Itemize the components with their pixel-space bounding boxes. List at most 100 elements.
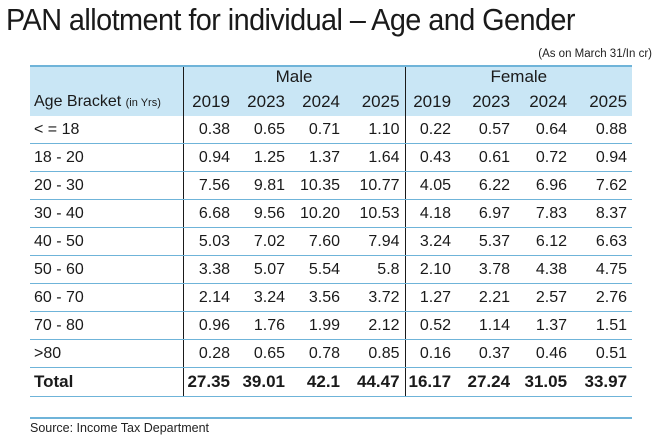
male-value-cell: 10.53 — [345, 199, 406, 228]
female-value-cell: 2.21 — [456, 283, 516, 312]
female-value-cell: 6.97 — [456, 199, 516, 228]
group-header-female: Female — [404, 66, 633, 88]
female-value-cell: 6.96 — [515, 171, 573, 200]
female-value-cell: 0.61 — [456, 143, 516, 172]
male-total-cell: 27.35 — [182, 367, 235, 397]
male-value-cell: 0.96 — [182, 311, 235, 340]
male-value-cell: 1.76 — [235, 311, 290, 340]
male-value-cell: 0.85 — [345, 339, 406, 368]
female-value-cell: 6.12 — [515, 227, 573, 256]
female-value-cell: 6.22 — [456, 171, 516, 200]
male-value-cell: 0.38 — [182, 116, 235, 144]
male-total-cell: 44.47 — [345, 367, 406, 397]
male-value-cell: 2.14 — [182, 283, 235, 312]
female-value-cell: 0.52 — [404, 311, 457, 340]
male-total-cell: 39.01 — [235, 367, 290, 397]
table-row: 50 - 60 3.38 5.07 5.54 5.8 2.10 3.78 4.3… — [30, 255, 633, 284]
female-value-cell: 7.62 — [572, 171, 633, 200]
female-value-cell: 3.78 — [456, 255, 516, 284]
male-total-cell: 42.1 — [290, 367, 345, 397]
male-value-cell: 7.02 — [235, 227, 290, 256]
male-value-cell: 5.03 — [182, 227, 235, 256]
male-value-cell: 5.07 — [235, 255, 290, 284]
male-value-cell: 5.54 — [290, 255, 345, 284]
table-row: >80 0.28 0.65 0.78 0.85 0.16 0.37 0.46 0… — [30, 339, 633, 368]
male-value-cell: 7.60 — [290, 227, 345, 256]
female-value-cell: 0.88 — [572, 116, 633, 144]
table-row: 70 - 80 0.96 1.76 1.99 2.12 0.52 1.14 1.… — [30, 311, 633, 340]
female-value-cell: 4.18 — [404, 199, 457, 228]
year-header: 2019 — [182, 88, 235, 116]
year-header: 2023 — [235, 88, 290, 116]
total-label: Total — [30, 367, 183, 397]
female-value-cell: 2.76 — [572, 283, 633, 312]
male-value-cell: 1.37 — [290, 143, 345, 172]
table-row: < = 18 0.38 0.65 0.71 1.10 0.22 0.57 0.6… — [30, 116, 633, 144]
year-header: 2024 — [515, 88, 573, 116]
source-note: Source: Income Tax Department — [30, 421, 210, 435]
age-bracket-cell: 60 - 70 — [30, 283, 183, 312]
age-bracket-cell: 40 - 50 — [30, 227, 183, 256]
male-value-cell: 1.99 — [290, 311, 345, 340]
header-spacer — [30, 66, 183, 88]
female-value-cell: 0.46 — [515, 339, 573, 368]
male-value-cell: 5.8 — [345, 255, 406, 284]
year-header: 2019 — [404, 88, 457, 116]
table-top-rule — [30, 65, 632, 67]
table-row: 18 - 20 0.94 1.25 1.37 1.64 0.43 0.61 0.… — [30, 143, 633, 172]
male-value-cell: 10.35 — [290, 171, 345, 200]
female-value-cell: 0.72 — [515, 143, 573, 172]
age-bracket-cell: 30 - 40 — [30, 199, 183, 228]
female-value-cell: 5.37 — [456, 227, 516, 256]
age-bracket-cell: 20 - 30 — [30, 171, 183, 200]
table-row: 40 - 50 5.03 7.02 7.60 7.94 3.24 5.37 6.… — [30, 227, 633, 256]
female-value-cell: 0.43 — [404, 143, 457, 172]
male-value-cell: 3.38 — [182, 255, 235, 284]
pan-allotment-table: Male Female Age Bracket (in Yrs) 2019 20… — [30, 66, 633, 397]
female-value-cell: 8.37 — [572, 199, 633, 228]
female-value-cell: 3.24 — [404, 227, 457, 256]
year-header-row: Age Bracket (in Yrs) 2019 2023 2024 2025… — [30, 88, 633, 116]
female-value-cell: 0.94 — [572, 143, 633, 172]
female-total-cell: 31.05 — [515, 367, 573, 397]
male-value-cell: 0.65 — [235, 116, 290, 144]
female-value-cell: 1.51 — [572, 311, 633, 340]
female-value-cell: 4.38 — [515, 255, 573, 284]
female-value-cell: 7.83 — [515, 199, 573, 228]
female-value-cell: 0.51 — [572, 339, 633, 368]
year-header: 2025 — [345, 88, 406, 116]
year-header: 2025 — [572, 88, 633, 116]
year-header: 2023 — [456, 88, 516, 116]
male-value-cell: 9.56 — [235, 199, 290, 228]
age-bracket-cell: >80 — [30, 339, 183, 368]
female-value-cell: 2.57 — [515, 283, 573, 312]
female-value-cell: 6.63 — [572, 227, 633, 256]
male-value-cell: 0.28 — [182, 339, 235, 368]
table-row: 60 - 70 2.14 3.24 3.56 3.72 1.27 2.21 2.… — [30, 283, 633, 312]
female-value-cell: 4.75 — [572, 255, 633, 284]
male-value-cell: 1.64 — [345, 143, 406, 172]
male-value-cell: 7.56 — [182, 171, 235, 200]
age-bracket-cell: 50 - 60 — [30, 255, 183, 284]
female-value-cell: 0.37 — [456, 339, 516, 368]
female-total-cell: 33.97 — [572, 367, 633, 397]
table-row: 20 - 30 7.56 9.81 10.35 10.77 4.05 6.22 … — [30, 171, 633, 200]
male-value-cell: 10.77 — [345, 171, 406, 200]
male-value-cell: 3.56 — [290, 283, 345, 312]
female-value-cell: 0.16 — [404, 339, 457, 368]
male-value-cell: 1.10 — [345, 116, 406, 144]
female-value-cell: 0.64 — [515, 116, 573, 144]
female-value-cell: 2.10 — [404, 255, 457, 284]
total-row: Total 27.35 39.01 42.1 44.47 16.17 27.24… — [30, 367, 633, 397]
female-value-cell: 1.14 — [456, 311, 516, 340]
male-value-cell: 0.71 — [290, 116, 345, 144]
male-value-cell: 3.24 — [235, 283, 290, 312]
year-header: 2024 — [290, 88, 345, 116]
age-bracket-cell: 70 - 80 — [30, 311, 183, 340]
age-bracket-cell: < = 18 — [30, 116, 183, 144]
female-total-cell: 16.17 — [404, 367, 457, 397]
male-value-cell: 7.94 — [345, 227, 406, 256]
male-value-cell: 0.78 — [290, 339, 345, 368]
male-value-cell: 0.94 — [182, 143, 235, 172]
